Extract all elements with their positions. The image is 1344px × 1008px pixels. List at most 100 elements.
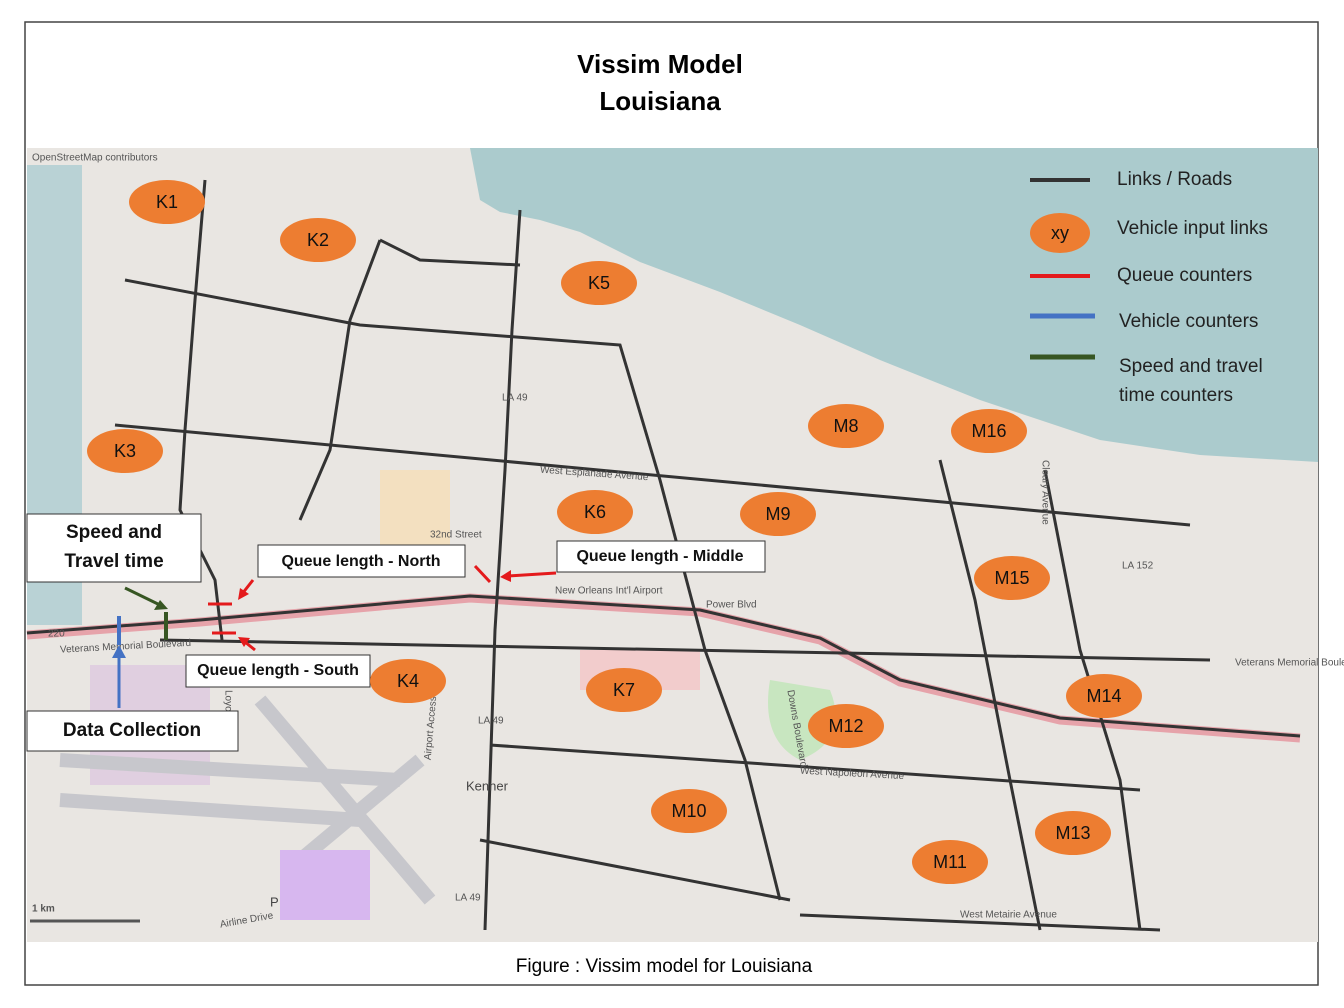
legend-label: time counters bbox=[1119, 385, 1233, 406]
map-label: Power Blvd bbox=[706, 600, 757, 611]
link bbox=[124, 278, 782, 901]
map-label: 32nd Street bbox=[430, 530, 482, 541]
caption: Figure : Vissim model for Louisiana bbox=[516, 956, 813, 977]
zone-label: M14 bbox=[1086, 686, 1121, 706]
campus bbox=[380, 470, 450, 550]
zone-oval bbox=[370, 659, 446, 703]
callout-box bbox=[556, 540, 766, 573]
zone-label: K3 bbox=[114, 441, 136, 461]
link bbox=[26, 594, 1301, 738]
callout-text: Queue length - North bbox=[281, 553, 440, 570]
callout-box bbox=[185, 654, 371, 688]
arrow bbox=[244, 640, 256, 652]
map-label: New Orleans Int'l Airport bbox=[555, 586, 663, 597]
runways bbox=[59, 695, 436, 905]
zone-label: K1 bbox=[156, 192, 178, 212]
map-label: P bbox=[270, 894, 279, 909]
map-label: LA 152 bbox=[1122, 561, 1154, 572]
network-links bbox=[26, 179, 1301, 932]
legend-swatch bbox=[1030, 213, 1090, 253]
zone-oval bbox=[951, 409, 1027, 453]
arrow-head bbox=[500, 570, 511, 582]
map-label: LA 49 bbox=[478, 716, 504, 727]
zone-oval bbox=[87, 429, 163, 473]
legend-symbol: xy bbox=[1051, 223, 1069, 243]
map-label: LA 49 bbox=[455, 893, 481, 904]
callout-box bbox=[257, 544, 466, 578]
legend-label: Queue counters bbox=[1117, 265, 1252, 286]
callout-box bbox=[26, 513, 202, 583]
zone-oval bbox=[912, 840, 988, 884]
zone-oval bbox=[280, 218, 356, 262]
zone-label: K4 bbox=[397, 671, 419, 691]
zone-label: M13 bbox=[1055, 823, 1090, 843]
terminal bbox=[280, 850, 370, 920]
legend-label: Links / Roads bbox=[1117, 169, 1232, 190]
arrow-head bbox=[238, 637, 250, 647]
arrow-head bbox=[112, 645, 126, 658]
zone-label: M10 bbox=[671, 801, 706, 821]
zone-label: K5 bbox=[588, 273, 610, 293]
link bbox=[159, 638, 1211, 662]
zone-label: K7 bbox=[613, 680, 635, 700]
link bbox=[938, 459, 1042, 931]
arrow-head bbox=[154, 600, 168, 610]
link bbox=[479, 838, 791, 902]
zone-label: M16 bbox=[971, 421, 1006, 441]
zone-label: M15 bbox=[994, 568, 1029, 588]
zone-oval bbox=[1066, 674, 1142, 718]
callout-box bbox=[26, 710, 239, 752]
callout-text: Speed and bbox=[66, 522, 162, 543]
map-label: West Metairie Avenue bbox=[960, 910, 1057, 921]
map-label: Cleary Avenue bbox=[1039, 460, 1050, 525]
link bbox=[178, 179, 224, 641]
zone-label: K6 bbox=[584, 502, 606, 522]
map-label: Kenner bbox=[466, 778, 509, 793]
zone-oval bbox=[740, 492, 816, 536]
attribution: OpenStreetMap contributors bbox=[32, 153, 158, 164]
arrows bbox=[112, 564, 557, 708]
link bbox=[298, 239, 382, 521]
map-label: West Napoleon Avenue bbox=[800, 766, 905, 782]
zone-label: M11 bbox=[933, 852, 967, 872]
zone-oval bbox=[561, 261, 637, 305]
map-label: Veterans Memorial Boulevard bbox=[1235, 658, 1344, 669]
arrow bbox=[507, 571, 557, 578]
zone-oval bbox=[808, 704, 884, 748]
lake bbox=[470, 148, 1318, 462]
legend-label: Speed and travel bbox=[1119, 356, 1263, 377]
zone-label: M12 bbox=[828, 716, 863, 736]
zone-oval bbox=[808, 404, 884, 448]
callout-text: Queue length - South bbox=[197, 662, 359, 679]
map-label: 220 bbox=[48, 629, 65, 640]
zone-label: K2 bbox=[307, 230, 329, 250]
zone-oval bbox=[651, 789, 727, 833]
scale-label: 1 km bbox=[32, 904, 55, 915]
link bbox=[799, 913, 1161, 932]
callouts: Speed and Travel time Queue length - Nor… bbox=[26, 513, 766, 752]
zone-label: M9 bbox=[765, 504, 790, 524]
legend: xy Links / Roads Vehicle input links Que… bbox=[1030, 169, 1268, 406]
legend-label: Vehicle input links bbox=[1117, 218, 1268, 239]
zone-label: M8 bbox=[833, 416, 858, 436]
zone-oval bbox=[586, 668, 662, 712]
callout-text: Queue length - Middle bbox=[576, 548, 743, 565]
interstate bbox=[26, 593, 1301, 743]
link bbox=[379, 238, 521, 267]
title-line: Louisiana bbox=[599, 86, 721, 116]
zone-oval bbox=[557, 490, 633, 534]
callout-text: Travel time bbox=[64, 551, 163, 572]
link bbox=[483, 209, 522, 931]
zone-oval bbox=[129, 180, 205, 224]
queue-counter bbox=[473, 564, 492, 584]
link bbox=[489, 743, 1141, 792]
zone-oval bbox=[1035, 811, 1111, 855]
link bbox=[114, 423, 1191, 527]
zone-oval bbox=[974, 556, 1050, 600]
legend-label: Vehicle counters bbox=[1119, 311, 1258, 332]
arrow-head bbox=[238, 588, 249, 600]
arrow bbox=[124, 586, 163, 608]
callout-text: Data Collection bbox=[63, 720, 201, 741]
